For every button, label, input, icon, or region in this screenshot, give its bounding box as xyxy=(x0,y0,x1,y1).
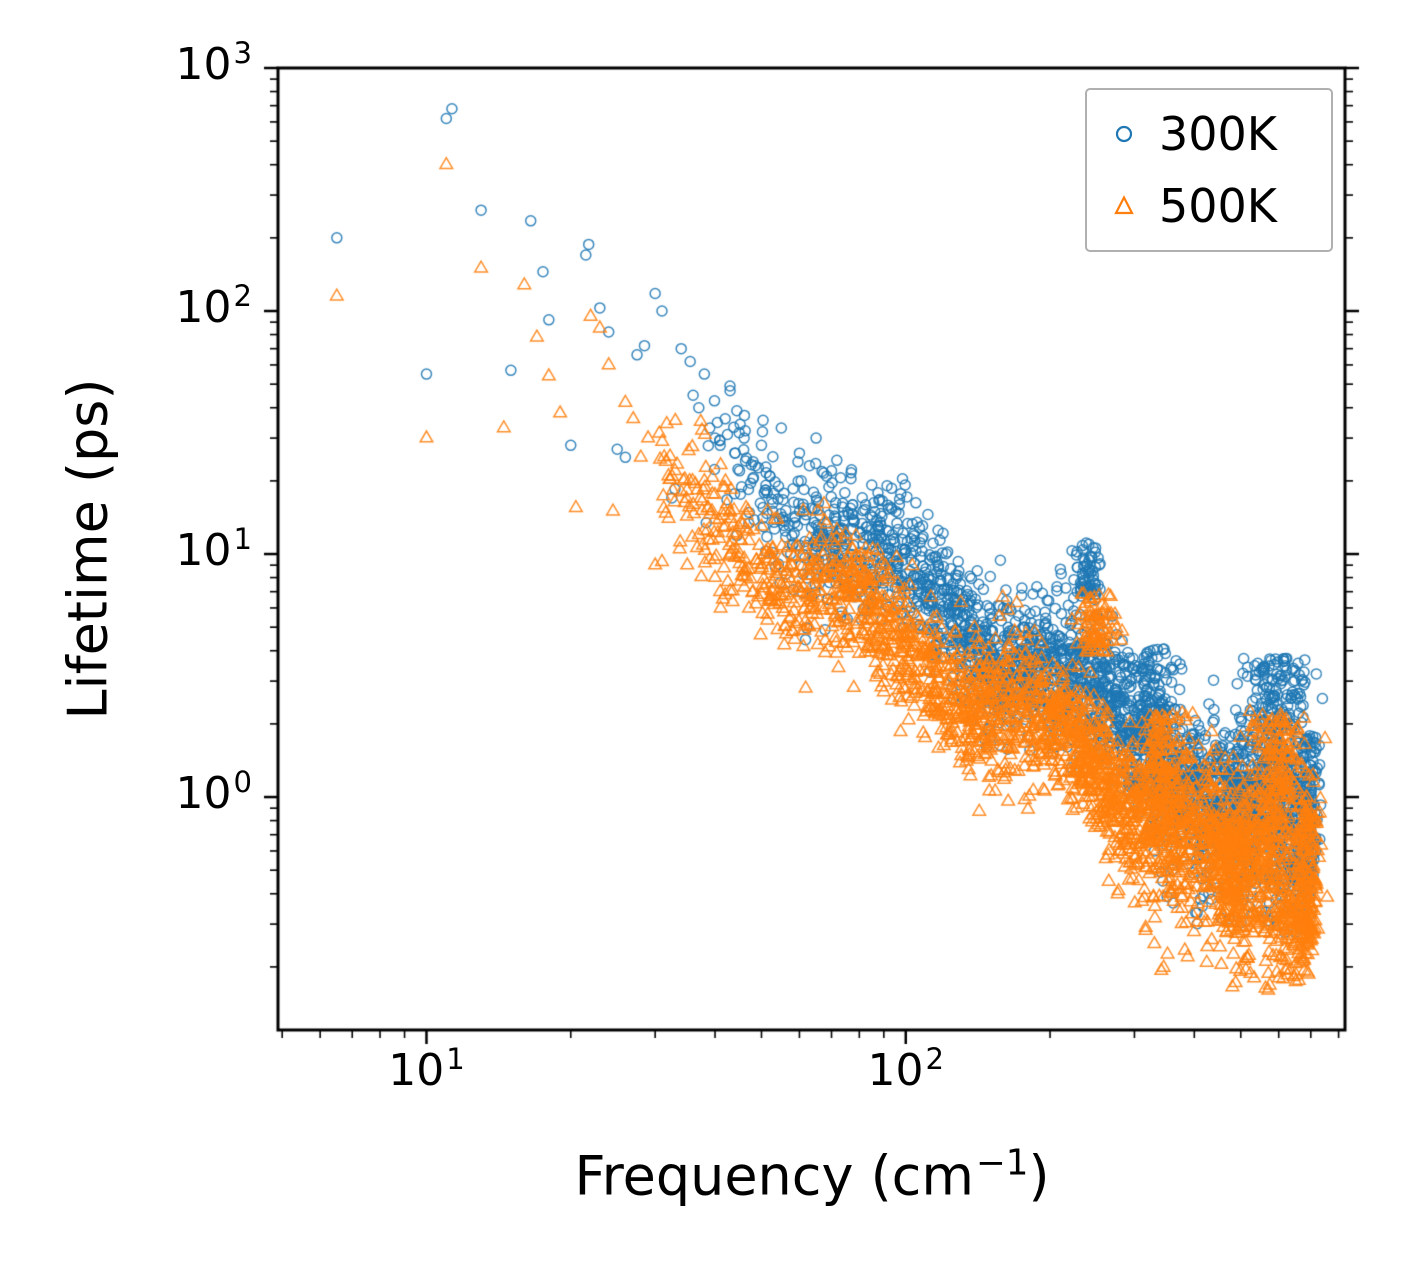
circle-marker-icon xyxy=(1115,126,1133,143)
triangle-marker-icon xyxy=(1114,194,1134,214)
legend-label-300k: 300K xyxy=(1159,107,1277,162)
legend-item-300k: 300K xyxy=(1087,107,1331,161)
x-axis-label-text: Frequency (cm xyxy=(574,1144,974,1208)
legend: 300K 500K xyxy=(1085,88,1333,252)
x-axis-label-suffix: ) xyxy=(1028,1144,1050,1208)
y-axis-label: Lifetime (ps) xyxy=(56,378,120,720)
x-axis-label-exponent: −1 xyxy=(975,1142,1029,1184)
x-axis-label: Frequency (cm−1) xyxy=(574,1142,1050,1208)
legend-label-500k: 500K xyxy=(1159,178,1277,233)
legend-item-500k: 500K xyxy=(1087,179,1331,233)
